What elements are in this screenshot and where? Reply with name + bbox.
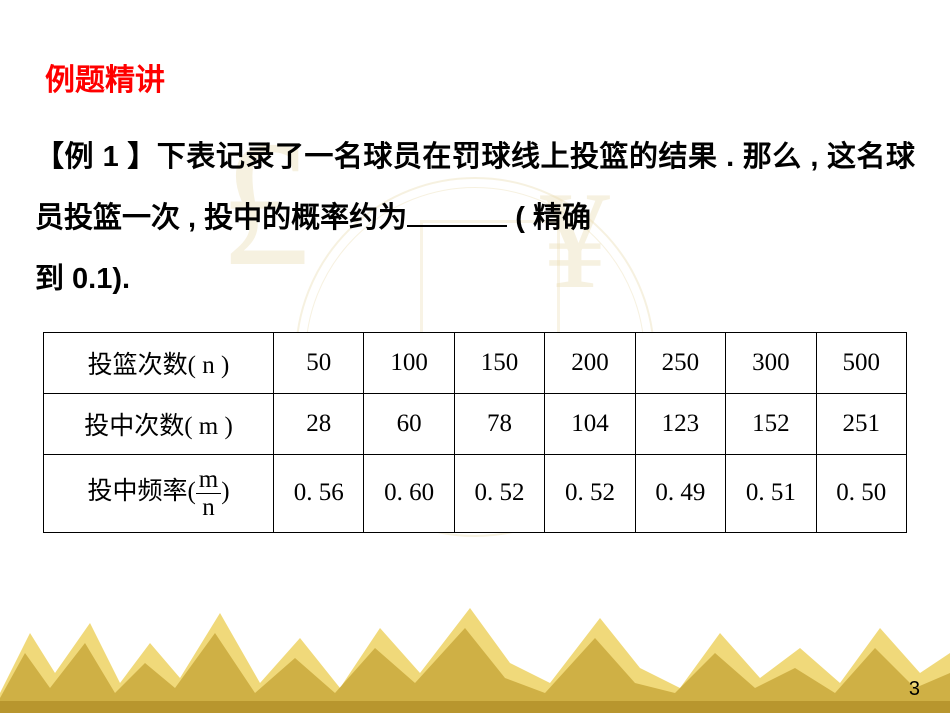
- table-cell: 0. 52: [545, 454, 635, 532]
- table-row: 投篮次数( n ) 50 100 150 200 250 300 500: [44, 332, 907, 393]
- table-cell: 300: [726, 332, 816, 393]
- table-cell: 0. 52: [454, 454, 544, 532]
- table-cell: 0. 50: [816, 454, 906, 532]
- table-cell: 251: [816, 393, 906, 454]
- table-row: 投中次数( m ) 28 60 78 104 123 152 251: [44, 393, 907, 454]
- row-label-hits: 投中次数( m ): [44, 393, 274, 454]
- fraction-mn: mn: [196, 467, 221, 520]
- table-cell: 50: [274, 332, 364, 393]
- slide-content: 例题精讲 【例 1 】下表记录了一名球员在罚球线上投篮的结果 . 那么 , 这名…: [0, 0, 950, 533]
- table-cell: 123: [635, 393, 725, 454]
- problem-text-suffix-close: 到 0.1).: [35, 263, 130, 295]
- row-label-frequency: 投中频率(mn): [44, 454, 274, 532]
- fraction-numerator: m: [196, 467, 221, 494]
- freq-label-suffix: ): [221, 478, 229, 505]
- table-cell: 60: [364, 393, 454, 454]
- table-cell: 104: [545, 393, 635, 454]
- table-cell: 78: [454, 393, 544, 454]
- page-number: 3: [909, 678, 920, 701]
- table-cell: 0. 60: [364, 454, 454, 532]
- data-table: 投篮次数( n ) 50 100 150 200 250 300 500 投中次…: [43, 332, 907, 533]
- table-cell: 0. 56: [274, 454, 364, 532]
- table-cell: 0. 49: [635, 454, 725, 532]
- table-cell: 0. 51: [726, 454, 816, 532]
- table-cell: 100: [364, 332, 454, 393]
- section-heading: 例题精讲: [45, 55, 915, 99]
- answer-blank: [407, 198, 507, 227]
- table-row: 投中频率(mn) 0. 56 0. 60 0. 52 0. 52 0. 49 0…: [44, 454, 907, 532]
- fraction-denominator: n: [196, 494, 221, 520]
- table-cell: 500: [816, 332, 906, 393]
- table-cell: 28: [274, 393, 364, 454]
- decorative-mountains: [0, 593, 950, 713]
- problem-statement: 【例 1 】下表记录了一名球员在罚球线上投篮的结果 . 那么 , 这名球员投篮一…: [35, 127, 915, 310]
- problem-text-suffix-open: ( 精确: [507, 202, 591, 234]
- table-cell: 150: [454, 332, 544, 393]
- freq-label-prefix: 投中频率(: [87, 478, 195, 505]
- row-label-trials: 投篮次数( n ): [44, 332, 274, 393]
- table-cell: 200: [545, 332, 635, 393]
- table-cell: 250: [635, 332, 725, 393]
- table-cell: 152: [726, 393, 816, 454]
